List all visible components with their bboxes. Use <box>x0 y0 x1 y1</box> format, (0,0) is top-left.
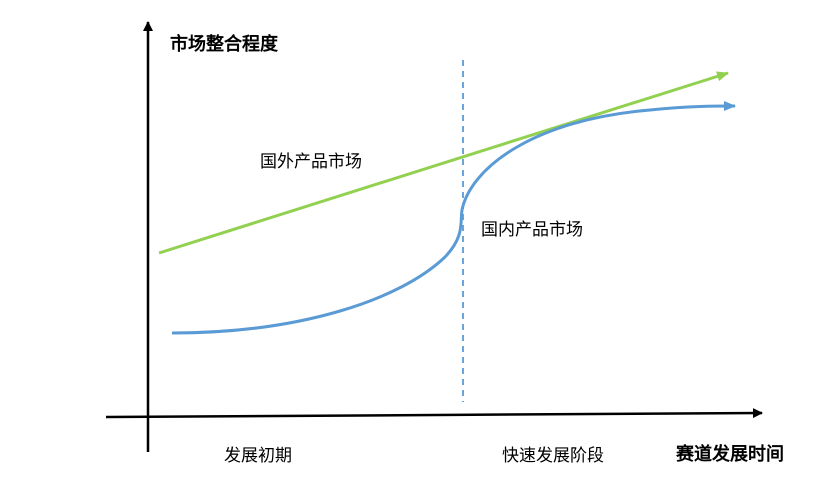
domestic-market-label: 国内产品市场 <box>481 220 583 240</box>
foreign-market-label: 国外产品市场 <box>260 152 362 172</box>
domestic-market-curve <box>171 101 736 335</box>
x-axis-label: 赛道发展时间 <box>676 444 784 465</box>
x-axis <box>105 408 763 419</box>
early-phase-label: 发展初期 <box>224 446 292 466</box>
y-axis-label: 市场整合程度 <box>170 34 278 55</box>
foreign-market-line <box>158 71 729 255</box>
rapid-phase-label: 快速发展阶段 <box>502 446 604 466</box>
